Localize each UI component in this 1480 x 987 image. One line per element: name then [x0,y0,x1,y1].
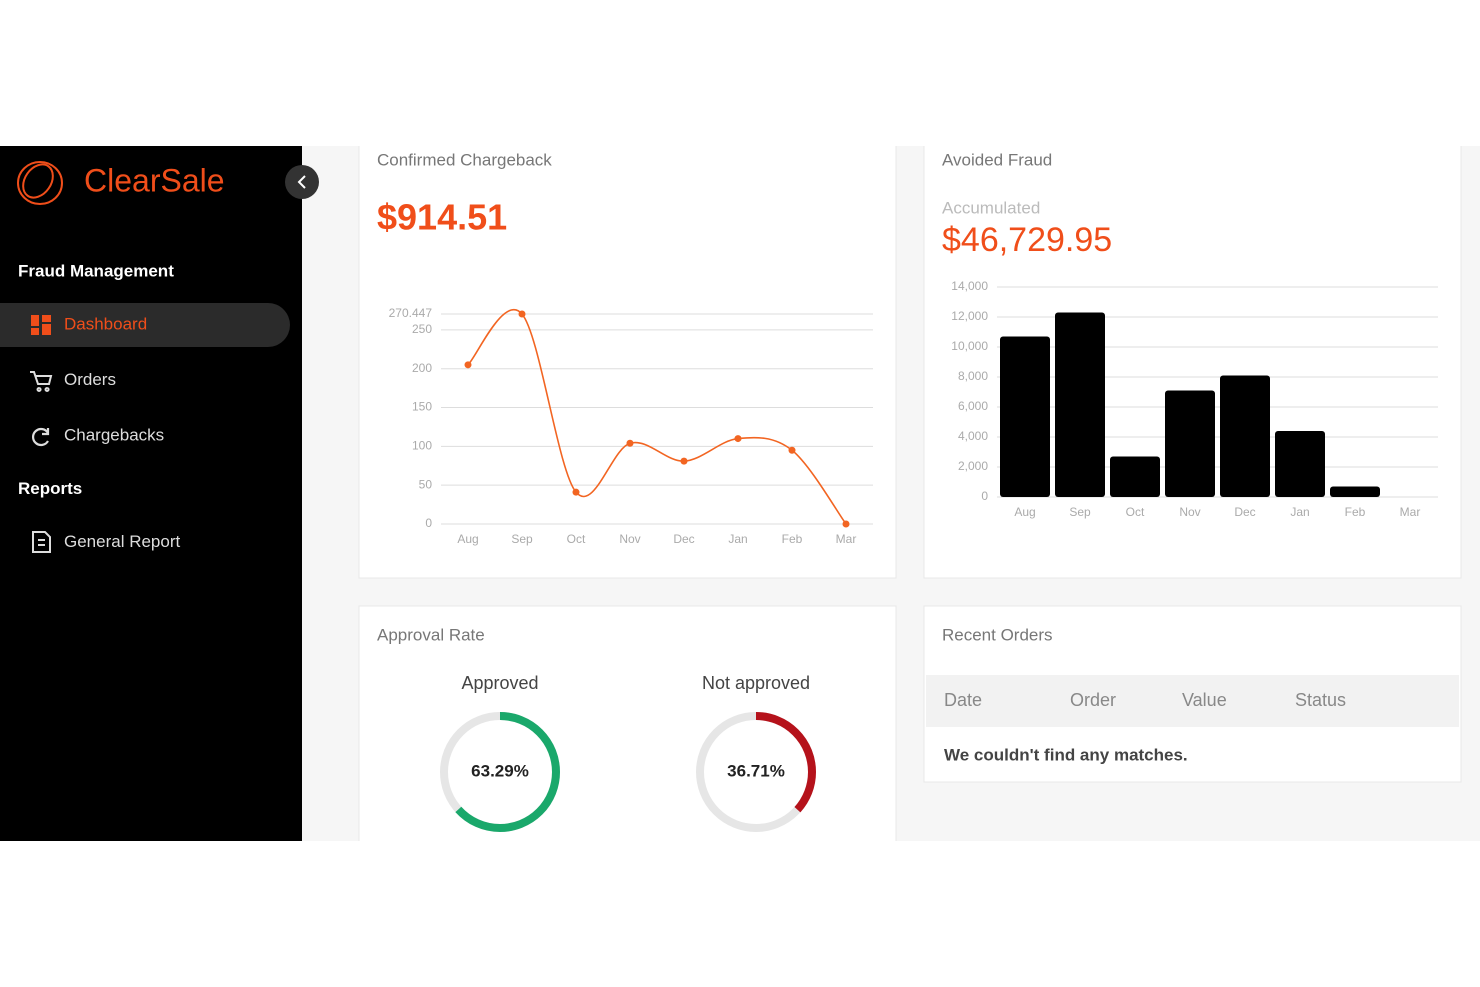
bar [1110,456,1160,497]
card-title: Avoided Fraud [942,150,1052,169]
y-tick-label: 4,000 [958,429,988,443]
x-tick-label: Jan [728,532,747,546]
x-tick-label: Oct [567,532,586,546]
card-title: Approval Rate [377,625,485,644]
x-tick-label: Sep [1069,505,1091,519]
y-tick-label: 8,000 [958,369,988,383]
y-tick-label: 14,000 [951,279,988,293]
nav-item[interactable]: General Report [64,532,181,551]
bar [1165,390,1215,497]
report-icon [32,531,51,553]
point [842,520,850,528]
chargebacks-icon [31,427,50,447]
brand: ClearSale [84,162,225,198]
nav-item[interactable]: Dashboard [64,314,147,333]
x-tick-label: Feb [1345,505,1366,519]
donut-label: 36.71% [727,761,785,780]
y-tick-label: 200 [412,361,432,375]
point [518,310,526,318]
bar [1275,431,1325,497]
x-tick-label: Oct [1126,505,1145,519]
column-header: Date [944,690,982,710]
y-tick-label: 250 [412,322,432,336]
x-tick-label: Nov [1179,505,1200,519]
y-tick-label: 6,000 [958,399,988,413]
x-tick-label: Mar [836,532,857,546]
collapse-button[interactable] [285,165,319,199]
nav-item[interactable]: Chargebacks [64,425,164,444]
x-tick-label: Aug [1014,505,1035,519]
donut-title: Approved [461,673,538,693]
point [680,457,688,465]
x-tick-label: Sep [511,532,533,546]
point [572,488,580,496]
bar [1055,312,1105,497]
headline: $46,729.95 [942,221,1112,259]
headline: $914.51 [377,197,507,238]
logo-icon [17,161,63,205]
donut-arc [440,712,560,832]
active-item-background [0,303,290,347]
y-tick-label: 0 [981,489,988,503]
nav-item[interactable]: Orders [64,370,116,389]
point [626,439,634,447]
bar [1220,375,1270,497]
column-header: Status [1295,690,1346,710]
top-margin [0,0,1480,146]
card-title: Recent Orders [942,625,1053,644]
collapse-icon [297,175,306,189]
x-tick-label: Dec [1234,505,1255,519]
bar [1330,486,1380,497]
card [358,605,897,847]
section-title: Reports [18,479,82,498]
orders-icon [30,371,53,392]
x-tick-label: Feb [782,532,803,546]
sidebar [0,146,302,841]
y-tick-label: 12,000 [951,309,988,323]
y-tick-label: 10,000 [951,339,988,353]
column-header: Order [1070,690,1116,710]
y-tick-label: 270.447 [389,306,433,320]
x-tick-label: Aug [457,532,478,546]
point [788,446,796,454]
card-title: Confirmed Chargeback [377,150,552,169]
x-tick-label: Mar [1400,505,1421,519]
point [464,361,472,369]
donut-title: Not approved [702,673,810,693]
dashboard-icon [31,315,51,335]
y-tick-label: 50 [419,477,433,491]
donut-arc [696,712,816,832]
bar [1000,336,1050,497]
bottom-margin [0,841,1480,987]
column-header: Value [1182,690,1227,710]
point [734,435,742,443]
y-tick-label: 0 [425,516,432,530]
x-tick-label: Dec [673,532,694,546]
subtitle: Accumulated [942,198,1040,217]
section-title: Fraud Management [18,261,174,280]
y-tick-label: 150 [412,400,432,414]
donut-label: 63.29% [471,761,529,780]
y-tick-label: 100 [412,439,432,453]
empty-message: We couldn't find any matches. [944,745,1188,764]
x-tick-label: Jan [1290,505,1309,519]
table-header [926,675,1459,727]
y-tick-label: 2,000 [958,459,988,473]
x-tick-label: Nov [619,532,640,546]
